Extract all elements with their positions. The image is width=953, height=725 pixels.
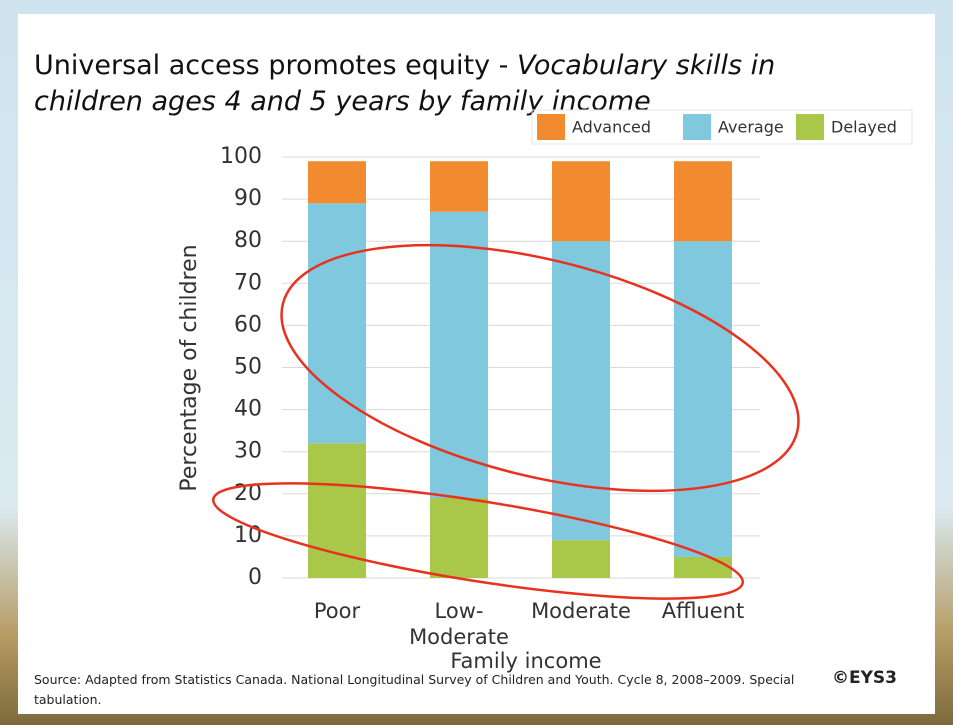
annotation-ellipse xyxy=(280,243,800,493)
chart-subtitle: Vocabulary skills in children ages 4 and… xyxy=(34,50,776,117)
y-tick-label: 40 xyxy=(234,397,262,422)
y-tick-label: 60 xyxy=(234,312,262,337)
logo: ©EYS3 xyxy=(832,668,897,688)
x-tick-label: Affluent xyxy=(661,599,745,623)
x-tick-label: Poor xyxy=(313,599,361,623)
bar-segment xyxy=(308,161,366,204)
legend-swatch xyxy=(683,114,711,140)
annotation-ellipse xyxy=(211,482,745,600)
bar-segment xyxy=(430,211,488,499)
bar-segment xyxy=(430,161,488,212)
x-tick-label: Moderate xyxy=(531,599,631,623)
bar-segment xyxy=(552,540,610,578)
x-axis-label: Family income xyxy=(450,649,601,673)
y-tick-label: 90 xyxy=(234,186,262,211)
y-tick-label: 30 xyxy=(234,439,262,464)
legend-label: Delayed xyxy=(831,118,897,137)
legend-swatch xyxy=(537,114,565,140)
bar-segment xyxy=(308,203,366,444)
bar-segment xyxy=(308,443,366,578)
legend-label: Advanced xyxy=(572,118,651,137)
legend-label: Average xyxy=(718,118,784,137)
bar-segment xyxy=(674,556,732,578)
bar-segment xyxy=(552,241,610,541)
y-tick-label: 100 xyxy=(220,144,262,169)
source-note: Source: Adapted from Statistics Canada. … xyxy=(34,672,795,707)
legend-swatch xyxy=(796,114,824,140)
bar-segment xyxy=(552,161,610,242)
y-tick-label: 0 xyxy=(248,565,262,590)
legend-box xyxy=(531,109,913,145)
title-block: Universal access promotes equity - Vocab… xyxy=(34,48,854,120)
annotations xyxy=(211,243,800,600)
y-axis-label: Percentage of children xyxy=(177,244,202,491)
y-tick-label: 50 xyxy=(234,355,262,380)
bar-segment xyxy=(674,241,732,557)
chart-title: Universal access promotes equity - xyxy=(34,50,517,81)
bar-segment xyxy=(430,498,488,578)
y-tick-label: 10 xyxy=(234,523,262,548)
x-tick-label: Low-Moderate xyxy=(409,599,509,649)
y-tick-label: 70 xyxy=(234,270,262,295)
y-tick-label: 80 xyxy=(234,228,262,253)
bar-segment xyxy=(674,161,732,242)
